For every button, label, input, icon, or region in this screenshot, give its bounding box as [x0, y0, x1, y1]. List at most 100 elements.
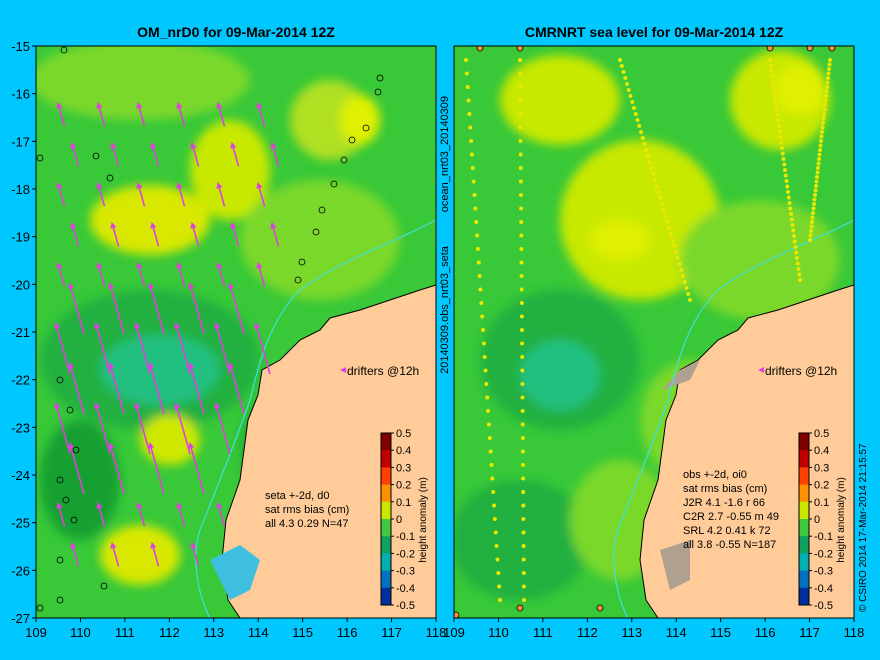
track-dot [628, 94, 633, 98]
colorbar-segment [381, 501, 391, 520]
current-arrow [190, 541, 200, 567]
colorbar-segment [799, 553, 809, 572]
obs-ring [340, 156, 348, 164]
track-dot [665, 220, 670, 224]
track-dot [795, 261, 800, 266]
obs-ring [376, 74, 384, 82]
left-x-axis: 109 110 111 112 113 114 115 116 117 118 [25, 618, 446, 640]
colorbar-tick-label: 0 [814, 514, 820, 526]
track-dot [780, 151, 785, 156]
left-map-panel: OM_nrD0 for 09-Mar-2014 12Z [11, 24, 446, 640]
track-dot [827, 62, 832, 67]
y-tick-label: -25 [11, 516, 30, 531]
track-dot [478, 287, 483, 292]
track-dot [518, 85, 523, 89]
track-dot [635, 118, 640, 122]
track-dot [677, 262, 682, 266]
colorbar-tick-label: 0.1 [814, 497, 829, 509]
track-dot [520, 328, 524, 332]
track-dot [773, 96, 778, 101]
obs-ring [66, 406, 74, 414]
x-tick-label: 115 [710, 625, 731, 640]
right-stats-line-2: sat rms bias (cm) [683, 483, 767, 495]
track-dot [491, 490, 496, 494]
track-dot [518, 179, 523, 184]
track-dot [670, 238, 675, 242]
current-arrow [136, 261, 146, 287]
current-arrow [70, 221, 80, 247]
track-dot [521, 557, 526, 562]
current-arrow [230, 141, 240, 167]
current-arrow [188, 362, 205, 415]
track-dot [465, 85, 470, 89]
track-dot [781, 157, 786, 161]
track-dot [519, 206, 524, 211]
current-arrow [108, 362, 125, 415]
current-arrow [148, 442, 165, 495]
track-dot [814, 184, 818, 188]
track-dot [646, 154, 650, 158]
track-dot [518, 125, 523, 130]
track-dot [798, 278, 802, 282]
track-dot [493, 530, 498, 535]
track-dot [827, 67, 831, 71]
colorbar-tick-label: -0.1 [814, 531, 833, 543]
track-dot [658, 196, 663, 200]
obs-ring [516, 46, 524, 52]
left-y-axis: -15 -16 -17 -18 -19 -20 -21 -22 -23 -24 -25 -26 -27 [11, 39, 36, 626]
track-dot [522, 598, 526, 602]
x-tick-label: 114 [248, 625, 269, 640]
track-dot [682, 280, 687, 284]
colorbar-tick-label: 0.2 [814, 480, 829, 492]
right-stats-line-1: obs +-2d, oi0 [683, 469, 747, 481]
current-arrow [56, 181, 66, 207]
current-arrow [110, 141, 120, 167]
colorbar-segment [381, 570, 391, 589]
track-dot [519, 193, 523, 197]
colorbar-tick-label: -0.4 [396, 583, 415, 595]
track-dot [520, 368, 525, 373]
current-arrow [176, 261, 186, 287]
track-dot [630, 100, 635, 104]
track-dot [808, 233, 813, 238]
obs-ring [56, 556, 64, 564]
x-tick-label: 112 [577, 625, 598, 640]
colorbar-segment [799, 501, 809, 520]
track-dot [684, 286, 689, 290]
track-dot [824, 94, 828, 98]
track-dot [821, 121, 825, 125]
y-tick-label: -22 [11, 373, 30, 388]
current-arrow [68, 282, 85, 335]
obs-ring [36, 154, 44, 162]
obs-ring [362, 124, 370, 132]
left-stats-line-1: seta +-2d, d0 [265, 490, 330, 502]
track-dot [812, 197, 817, 202]
current-arrow [94, 322, 111, 375]
x-tick-label: 115 [292, 625, 313, 640]
current-arrow [148, 362, 165, 415]
copyright-label: © CSIRO 2014 17-Mar-2014 21:15:57 [858, 443, 869, 612]
current-arrow [56, 261, 66, 287]
track-dot [777, 129, 782, 134]
track-dot [518, 98, 523, 103]
colorbar-segment [381, 467, 391, 486]
obs-ring [516, 604, 524, 612]
track-dot [466, 98, 471, 103]
left-bay [210, 545, 260, 600]
y-tick-label: -15 [11, 39, 30, 54]
track-dot [777, 124, 781, 128]
colorbar-segment [799, 519, 809, 537]
current-arrow [176, 501, 186, 527]
x-tick-label: 111 [533, 625, 553, 640]
current-arrow [256, 101, 266, 127]
run-id-label: ocean_nrt03_20140309 [439, 96, 451, 212]
current-arrow [110, 221, 120, 247]
current-arrow [174, 322, 191, 375]
current-arrow [150, 221, 160, 247]
obs-ring [100, 582, 108, 590]
track-dot [492, 517, 497, 521]
current-arrow [216, 181, 226, 207]
track-dot [521, 571, 526, 575]
track-dot [467, 112, 472, 116]
